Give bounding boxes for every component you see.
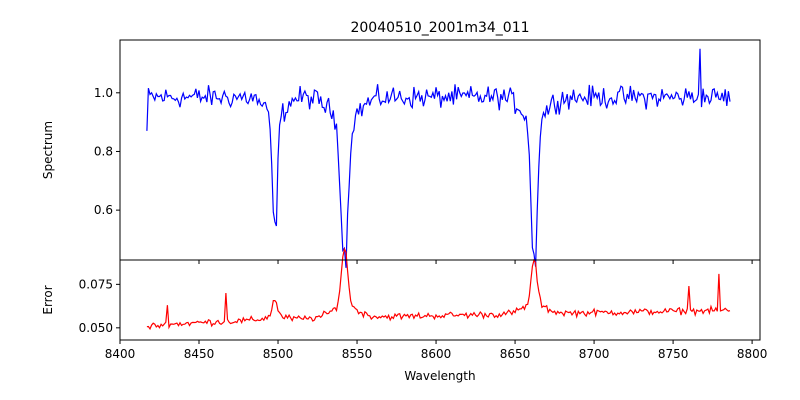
error-y-label: Error — [41, 285, 55, 314]
chart-title: 20040510_2001m34_011 — [350, 20, 529, 36]
error-y-tick-label: 0.075 — [79, 277, 113, 291]
error-x-tick-label: 8450 — [184, 347, 215, 361]
error-line — [146, 247, 731, 331]
error-x-tick-label: 8600 — [421, 347, 452, 361]
error-x-tick-label: 8500 — [263, 347, 294, 361]
spectrum-y-ticks: 0.6 0.8 1.0 — [94, 86, 120, 217]
spectrum-series — [146, 48, 731, 268]
error-x-tick-label: 8650 — [500, 347, 531, 361]
error-x-tick-label: 8800 — [737, 347, 768, 361]
spectrum-line — [146, 48, 731, 268]
spectrum-y-tick-label: 0.6 — [94, 203, 113, 217]
error-y-tick-label: 0.050 — [79, 321, 113, 335]
error-y-ticks: 0.050 0.075 — [79, 277, 120, 335]
error-x-ticks: 8400 8450 8500 8550 8600 8650 8700 8750 8800 — [105, 340, 768, 361]
error-x-tick-label: 8700 — [579, 347, 610, 361]
error-x-tick-label: 8400 — [105, 347, 136, 361]
error-series — [146, 247, 731, 331]
error-x-tick-label: 8750 — [658, 347, 689, 361]
x-axis-label: Wavelength — [404, 369, 475, 383]
error-x-tick-label: 8550 — [342, 347, 373, 361]
error-axes-frame — [119, 259, 761, 341]
spectrum-y-tick-label: 0.8 — [94, 144, 113, 158]
spectrum-y-label: Spectrum — [41, 121, 55, 179]
spectrum-y-tick-label: 1.0 — [94, 86, 113, 100]
